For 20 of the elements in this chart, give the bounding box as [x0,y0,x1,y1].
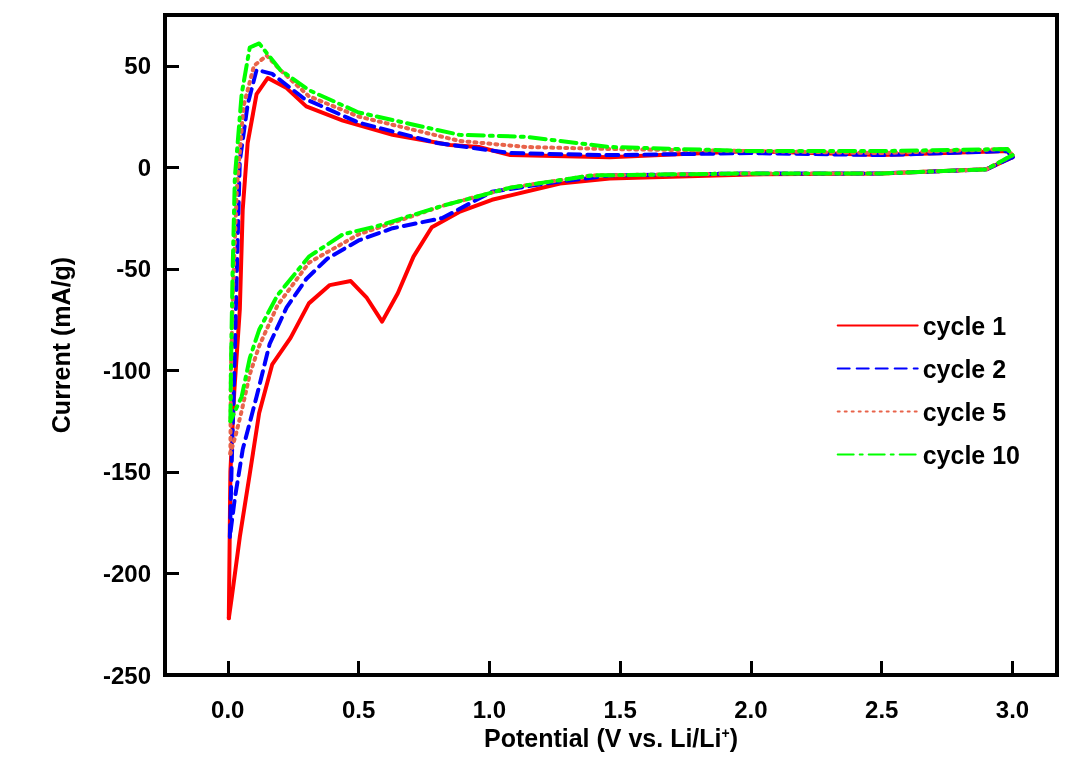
x-tick-label: 0.5 [341,695,376,723]
legend-label: cycle 10 [922,440,1021,469]
y-tick-label: -250 [102,661,151,689]
x-tick-label: 1.5 [603,695,637,723]
x-axis-title: Potential (V vs. Li/Li+) [483,724,739,753]
x-tick-label: 1.0 [472,695,507,723]
y-tick-label: -200 [102,559,151,587]
x-tick-label: 0.0 [211,695,245,723]
legend-label: cycle 2 [922,354,1007,383]
y-tick-label: -100 [102,356,151,384]
y-tick-label: 50 [124,52,151,80]
x-tick-label: 2.5 [865,695,899,723]
x-tick-label: 2.0 [734,695,768,723]
y-axis-title: Current (mA/g) [46,256,75,434]
x-tick-label: 3.0 [995,695,1030,723]
y-tick-label: 0 [137,153,151,181]
legend-label: cycle 1 [922,311,1007,340]
legend-label: cycle 5 [922,397,1007,426]
y-tick-label: -50 [116,255,151,283]
y-tick-label: -150 [102,458,151,486]
